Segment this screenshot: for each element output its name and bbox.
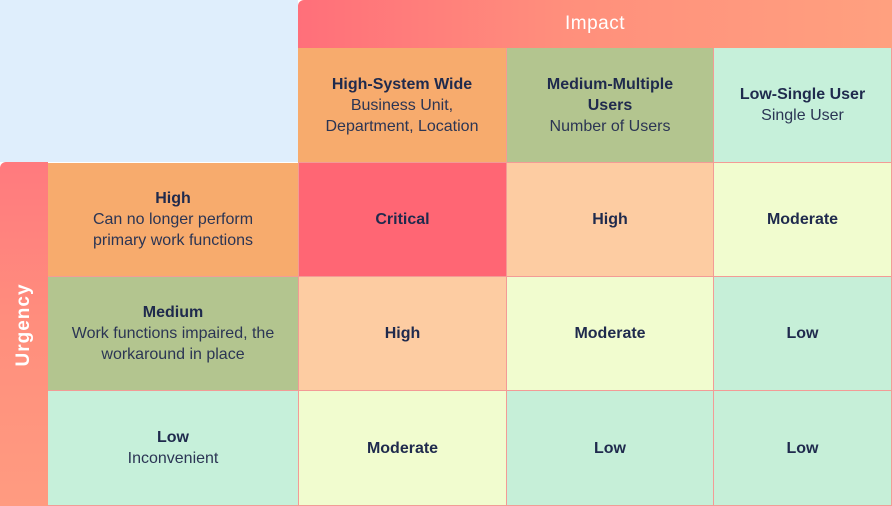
priority-value: Critical [375, 211, 430, 228]
impact-column-low: Low-Single User Single User [714, 48, 892, 163]
impact-header: Impact [298, 0, 892, 48]
column-title: Medium-Multiple Users [546, 75, 674, 114]
matrix-cell-high-low: Moderate [714, 163, 892, 277]
matrix-cell-high-medium: High [507, 163, 714, 277]
matrix-cell-medium-medium: Moderate [507, 277, 714, 391]
priority-value: Moderate [574, 325, 646, 342]
row-title: Medium [142, 304, 204, 321]
row-subtitle: Can no longer perform primary work funct… [92, 211, 254, 249]
impact-label: Impact [564, 13, 626, 34]
urgency-row-medium: Medium Work functions impaired, the work… [48, 277, 299, 391]
priority-value: Moderate [366, 439, 439, 457]
matrix-cell-low-medium: Low [507, 391, 714, 506]
urgency-row-high: High Can no longer perform primary work … [48, 163, 299, 277]
row-subtitle: Work functions impaired, the workaround … [71, 325, 275, 363]
priority-value: Low [786, 439, 819, 457]
impact-column-high: High-System Wide Business Unit, Departme… [298, 48, 507, 163]
matrix-cell-high-high: Critical [299, 163, 507, 277]
urgency-header [0, 162, 48, 506]
matrix-cell-low-high: Moderate [299, 391, 507, 506]
matrix-cell-low-low: Low [714, 391, 892, 506]
priority-value: High [592, 211, 628, 228]
priority-value: High [384, 325, 421, 342]
urgency-row-low: Low Inconvenient [48, 391, 299, 506]
column-subtitle: Single User [761, 107, 844, 124]
column-subtitle: Business Unit, Department, Location [325, 96, 479, 135]
corner-blank [0, 0, 298, 162]
row-subtitle: Inconvenient [127, 450, 219, 467]
matrix-cell-medium-low: Low [714, 277, 892, 391]
column-title: Low-Single User [739, 86, 866, 103]
column-title: High-System Wide [331, 75, 473, 93]
priority-value: Moderate [766, 211, 839, 228]
row-title: Low [157, 429, 189, 446]
urgency-label: Urgency [13, 283, 34, 367]
impact-column-medium: Medium-Multiple Users Number of Users [507, 48, 714, 163]
column-subtitle: Number of Users [549, 117, 671, 135]
row-title: High [155, 190, 191, 207]
priority-value: Low [786, 325, 819, 342]
priority-value: Low [594, 439, 626, 457]
matrix-cell-medium-high: High [299, 277, 507, 391]
